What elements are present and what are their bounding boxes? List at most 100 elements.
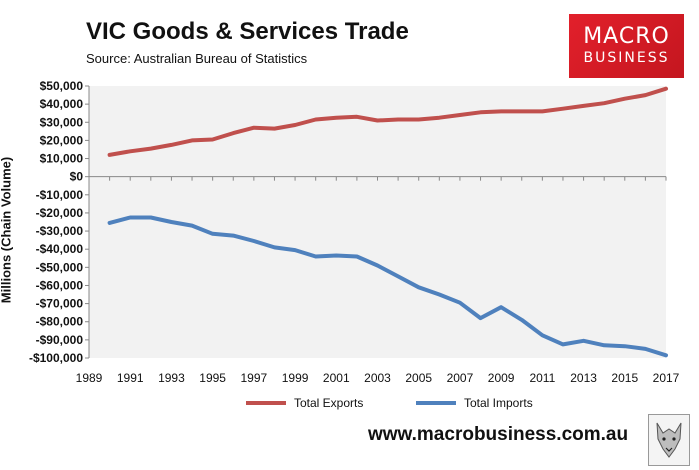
data-point-0 (643, 93, 647, 97)
legend-swatch-exports (246, 401, 286, 405)
y-tick-label: -$50,000 (36, 260, 84, 274)
data-point-0 (396, 118, 400, 122)
y-tick-label: $20,000 (40, 133, 84, 147)
data-point-0 (252, 126, 256, 130)
x-tick-label: 2001 (323, 371, 350, 385)
x-tick-label: 1995 (199, 371, 226, 385)
y-tick-label: -$100,000 (29, 351, 83, 365)
data-point-1 (128, 215, 132, 219)
data-point-1 (108, 221, 112, 225)
data-point-1 (396, 274, 400, 278)
y-tick-label: -$40,000 (36, 242, 84, 256)
macrobusiness-logo: MACRO BUSINESS (569, 14, 684, 78)
y-tick-label: -$80,000 (36, 315, 84, 329)
data-point-1 (149, 215, 153, 219)
legend-swatch-imports (416, 401, 456, 405)
x-tick-label: 2015 (611, 371, 638, 385)
data-point-0 (561, 107, 565, 111)
data-point-1 (623, 344, 627, 348)
page-title: VIC Goods & Services Trade (86, 18, 409, 45)
x-tick-label: 2011 (529, 371, 555, 385)
data-point-1 (561, 342, 565, 346)
data-point-1 (499, 305, 503, 309)
data-point-0 (231, 131, 235, 135)
data-point-1 (643, 347, 647, 351)
data-point-1 (458, 301, 462, 305)
data-point-1 (293, 248, 297, 252)
series-line-0 (107, 86, 668, 157)
y-tick-label: -$90,000 (36, 333, 84, 347)
y-tick-label: -$20,000 (36, 206, 84, 220)
data-point-1 (169, 220, 173, 224)
data-point-0 (149, 147, 153, 151)
data-point-1 (437, 293, 441, 297)
legend: Total Exports Total Imports (0, 396, 699, 414)
data-point-0 (623, 97, 627, 101)
x-tick-label: 2017 (653, 371, 680, 385)
data-point-0 (582, 104, 586, 108)
data-point-1 (190, 224, 194, 228)
legend-label-imports: Total Imports (464, 396, 533, 410)
x-tick-label: 1993 (158, 371, 185, 385)
data-point-0 (108, 153, 112, 157)
data-point-1 (582, 339, 586, 343)
data-point-1 (602, 343, 606, 347)
data-point-0 (272, 127, 276, 131)
data-point-1 (417, 285, 421, 289)
logo-line-2: BUSINESS (583, 50, 670, 66)
series-line-1 (107, 215, 668, 358)
data-point-1 (479, 316, 483, 320)
data-point-0 (334, 116, 338, 120)
x-tick-label: 1999 (282, 371, 309, 385)
x-tick-label: 2005 (405, 371, 432, 385)
data-point-0 (314, 118, 318, 122)
y-tick-label: -$10,000 (36, 188, 84, 202)
data-point-1 (231, 234, 235, 238)
y-tick-label: -$70,000 (36, 297, 84, 311)
data-point-0 (417, 118, 421, 122)
data-point-0 (355, 115, 359, 119)
data-point-1 (314, 254, 318, 258)
data-point-0 (293, 123, 297, 127)
website-url: www.macrobusiness.com.au (368, 424, 629, 445)
x-tick-label: 2013 (570, 371, 597, 385)
x-tick-label: 1991 (117, 371, 144, 385)
y-tick-label: $40,000 (40, 97, 84, 111)
logo-line-1: MACRO (583, 24, 670, 49)
y-tick-label: $50,000 (40, 79, 84, 93)
data-point-1 (664, 353, 668, 357)
y-tick-label: $30,000 (40, 115, 84, 129)
legend-item-imports: Total Imports (416, 396, 533, 410)
data-point-0 (479, 110, 483, 114)
data-point-1 (520, 318, 524, 322)
data-point-0 (540, 109, 544, 113)
data-point-0 (211, 137, 215, 141)
x-tick-label: 1997 (241, 371, 268, 385)
data-point-0 (458, 113, 462, 117)
source-note: Source: Australian Bureau of Statistics (86, 51, 308, 66)
data-point-0 (602, 101, 606, 105)
plot-area (89, 86, 666, 358)
data-point-0 (169, 143, 173, 147)
y-tick-label: $0 (70, 170, 84, 184)
data-point-1 (355, 254, 359, 258)
y-tick-label: -$30,000 (36, 224, 84, 238)
data-point-1 (334, 254, 338, 258)
x-tick-label: 1989 (76, 371, 103, 385)
y-tick-label: $10,000 (40, 152, 84, 166)
data-point-1 (540, 333, 544, 337)
data-point-0 (437, 116, 441, 120)
data-point-0 (520, 109, 524, 113)
data-point-0 (376, 118, 379, 122)
wolf-logo-icon (648, 414, 690, 466)
legend-item-exports: Total Exports (246, 396, 363, 410)
y-tick-label: -$60,000 (36, 278, 84, 292)
x-tick-label: 2009 (488, 371, 515, 385)
data-point-0 (664, 87, 668, 91)
data-point-0 (128, 149, 132, 153)
data-point-0 (499, 109, 503, 113)
data-point-1 (376, 264, 379, 268)
x-tick-label: 2007 (447, 371, 474, 385)
data-point-1 (272, 245, 276, 249)
